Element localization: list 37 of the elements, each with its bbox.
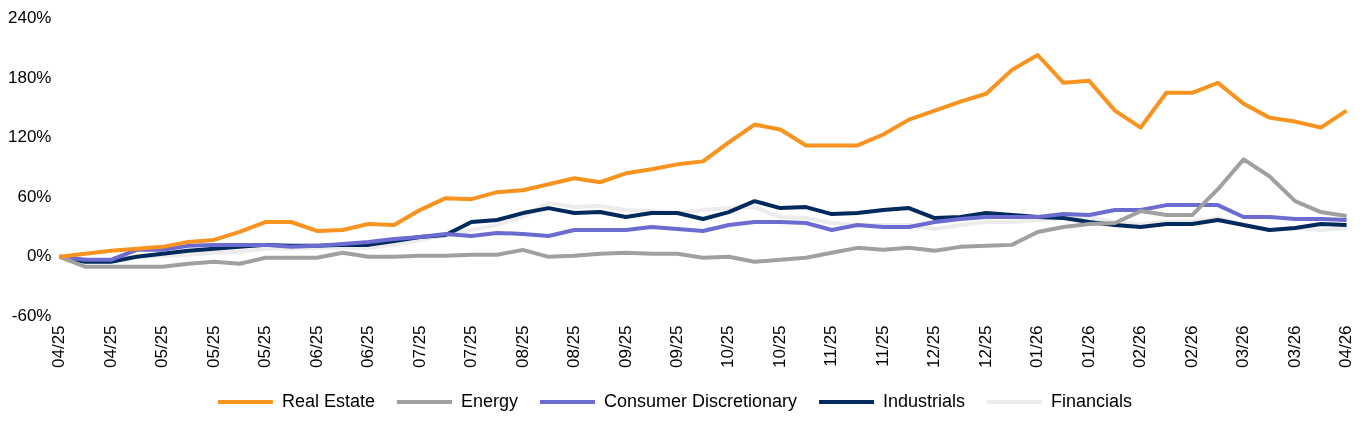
legend-label: Consumer Discretionary [603, 390, 798, 411]
x-tick-label: 11/25 [821, 325, 841, 367]
x-tick-label: 08/25 [564, 325, 584, 369]
y-tick-label: 240% [8, 7, 52, 27]
legend-label: Energy [460, 390, 518, 411]
x-tick-label: 02/26 [1130, 325, 1150, 369]
x-tick-label: 07/25 [461, 325, 481, 369]
y-tick-label: 180% [8, 67, 52, 87]
x-tick-label: 05/25 [152, 325, 172, 369]
x-tick-label: 08/25 [512, 325, 532, 369]
x-tick-label: 12/25 [924, 325, 944, 369]
x-tick-label: 09/25 [615, 325, 635, 369]
x-tick-label: 03/26 [1233, 325, 1253, 369]
x-tick-label: 04/26 [1336, 325, 1356, 369]
x-tick-label: 11/25 [872, 325, 892, 367]
x-tick-label: 10/25 [769, 325, 789, 369]
x-tick-label: 01/26 [1027, 325, 1047, 369]
y-tick-label: -60% [11, 306, 52, 326]
y-tick-label: 60% [17, 186, 52, 206]
x-tick-label: 04/25 [49, 325, 69, 369]
x-tick-label: 09/25 [666, 325, 686, 369]
x-tick-label: 01/26 [1078, 325, 1098, 369]
legend-label: Real Estate [281, 390, 375, 411]
x-tick-label: 03/26 [1284, 325, 1304, 369]
x-tick-label: 06/25 [358, 325, 378, 369]
y-tick-label: 0% [26, 246, 52, 266]
x-tick-label: 10/25 [718, 325, 738, 369]
x-tick-label: 06/25 [306, 325, 326, 369]
x-tick-label: 07/25 [409, 325, 429, 369]
legend-label: Industrials [883, 390, 966, 411]
x-tick-label: 12/25 [975, 325, 995, 369]
x-tick-label: 05/25 [203, 325, 223, 369]
x-tick-label: 05/25 [255, 325, 275, 369]
legend-label: Financials [1051, 390, 1133, 411]
x-tick-label: 02/26 [1181, 325, 1201, 369]
y-tick-label: 120% [8, 127, 52, 147]
x-tick-label: 04/25 [100, 325, 120, 369]
